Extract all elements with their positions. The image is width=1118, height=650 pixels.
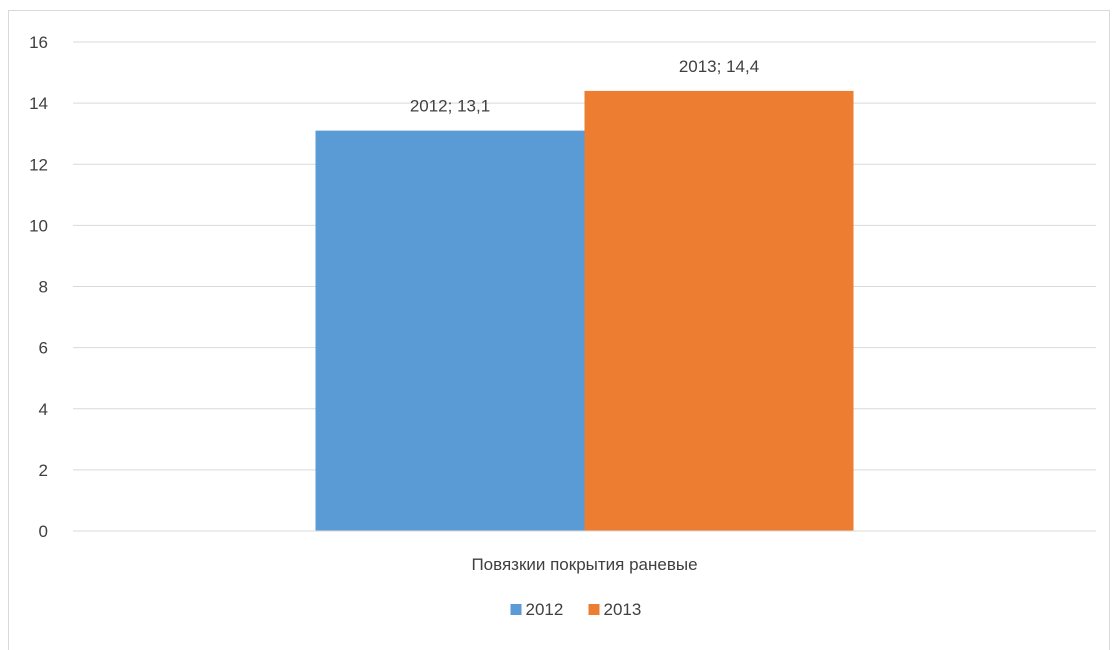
y-tick-label: 8 — [39, 278, 48, 297]
data-label-2012: 2012; 13,1 — [410, 97, 490, 116]
legend-label-2013: 2013 — [604, 600, 642, 619]
legend: 2012 2013 — [510, 600, 642, 619]
y-tick-label: 6 — [39, 339, 48, 358]
y-tick-label: 4 — [39, 400, 48, 419]
chart-frame — [8, 10, 1110, 650]
y-tick-label: 10 — [29, 216, 48, 235]
bars — [315, 90, 854, 532]
y-tick-label: 0 — [39, 522, 48, 541]
x-axis-category-label: Повязкии покрытия раневые — [471, 555, 697, 574]
y-tick-label: 14 — [29, 94, 48, 113]
y-axis-tick-labels: 0 2 4 6 8 10 12 14 16 — [29, 33, 48, 541]
bar-2012 — [315, 130, 585, 531]
y-tick-label: 12 — [29, 155, 48, 174]
legend-label-2012: 2012 — [526, 600, 564, 619]
bar-2013 — [584, 90, 854, 532]
data-label-2013: 2013; 14,4 — [679, 57, 759, 76]
data-labels: 2012; 13,1 2013; 14,4 — [410, 57, 759, 116]
legend-swatch-2013 — [588, 604, 600, 615]
y-tick-label: 16 — [29, 33, 48, 52]
legend-swatch-2012 — [510, 604, 522, 615]
y-tick-label: 2 — [39, 461, 48, 480]
